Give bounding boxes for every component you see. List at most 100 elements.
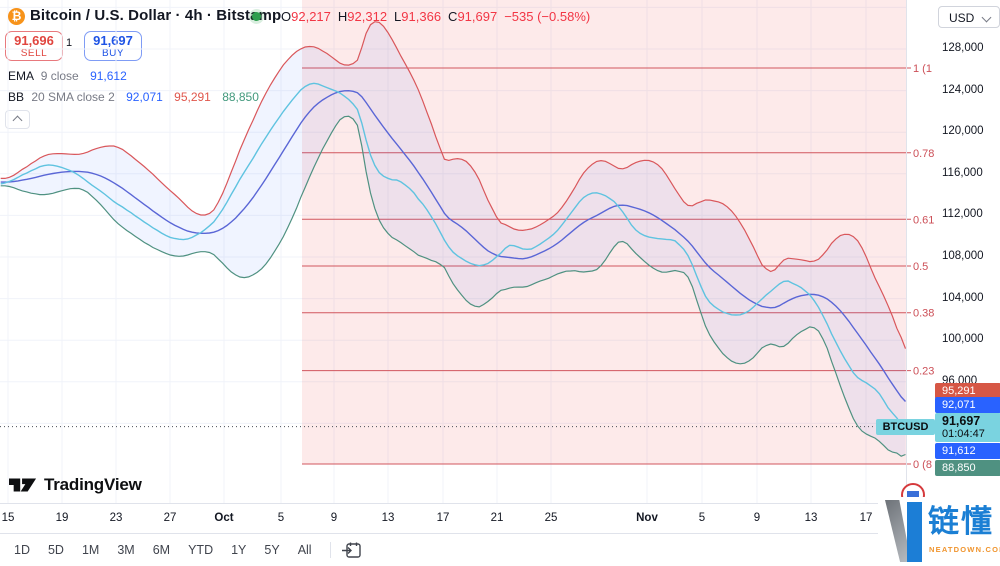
ema-params: 9 close [40, 69, 79, 83]
tradingview-glyph-icon [9, 478, 37, 492]
low-label: L [394, 9, 402, 24]
chart-header: ₿ Bitcoin / U.S. Dollar · 4h · Bitstamp … [0, 0, 1000, 30]
bb-lower-price-label: 88,850 [935, 460, 1000, 476]
ema-value: 91,612 [90, 69, 127, 83]
market-status-icon[interactable] [252, 12, 261, 21]
tradingview-wordmark: TradingView [44, 475, 142, 494]
price-tick: 100,000 [942, 333, 984, 346]
tradingview-logo[interactable]: TradingView [9, 474, 142, 496]
time-tick: 13 [804, 512, 818, 524]
ema-line [0, 82, 906, 426]
close-label: C [448, 9, 458, 24]
time-tick: 17 [859, 512, 873, 524]
bb-upper-value: 95,291 [174, 90, 211, 104]
range-button-1d[interactable]: 1D [6, 539, 38, 561]
time-tick: 13 [381, 512, 395, 524]
ema-price-label: 91,612 [935, 443, 1000, 459]
time-axis[interactable]: 15 19 23 27 Oct 5 9 13 17 21 25 Nov 5 9 13 17 [0, 503, 1000, 534]
time-tick: Nov [636, 512, 658, 524]
range-button-5d[interactable]: 5D [40, 539, 72, 561]
price-tick: 120,000 [942, 125, 984, 138]
time-tick: 5 [698, 512, 706, 524]
bb-upper-line [0, 21, 907, 349]
bb-band-fill [0, 21, 906, 457]
open-value: 92,217 [291, 9, 331, 24]
fib-levels: 1 (1 0.78 0.61 0.5 0.38 0.23 0 (8 [302, 63, 934, 471]
bb-upper-price-label: 95,291 [935, 383, 1000, 399]
ema-legend[interactable]: EMA 9 close 91,612 [8, 69, 127, 83]
bottom-toolbar: 1D 5D 1M 3M 6M YTD 1Y 5Y All [0, 533, 1000, 566]
sell-button[interactable]: 91,696 SELL [5, 31, 63, 61]
bb-basis-line [0, 89, 907, 402]
gridlines [0, 0, 906, 503]
price-tick: 104,000 [942, 291, 984, 304]
time-tick: 23 [109, 512, 123, 524]
sell-label: SELL [20, 48, 48, 59]
currency-label: USD [949, 11, 975, 25]
price-tick: 116,000 [942, 166, 983, 179]
time-tick: 17 [436, 512, 450, 524]
range-button-1y[interactable]: 1Y [223, 539, 254, 561]
fib-level-label: 0 (8 [913, 459, 932, 471]
high-value: 92,312 [347, 9, 388, 24]
fib-level-label: 0.61 [913, 214, 934, 226]
collapse-legend-button[interactable] [5, 110, 30, 129]
range-button-ytd[interactable]: YTD [180, 539, 221, 561]
watermark-logo-bar [907, 502, 922, 562]
symbol-price-tag: BTCUSD [876, 418, 935, 435]
bb-name: BB [8, 90, 25, 104]
fib-level-label: 0.23 [913, 366, 934, 378]
time-tick: 9 [753, 512, 761, 524]
price-tick: 124,000 [942, 83, 984, 96]
symbol-title[interactable]: Bitcoin / U.S. Dollar · 4h · Bitstamp [30, 7, 282, 24]
time-tick: 27 [163, 512, 177, 524]
range-button-1m[interactable]: 1M [74, 539, 107, 561]
ema-name: EMA [8, 69, 34, 83]
open-label: O [281, 9, 292, 24]
bitcoin-icon: ₿ [8, 8, 25, 25]
bb-basis-price-label: 92,071 [935, 397, 1000, 413]
bb-legend[interactable]: BB 20 SMA close 2 92,071 95,291 88,850 [8, 90, 259, 104]
time-tick: Oct [214, 512, 234, 524]
fib-level-label: 0.5 [913, 261, 928, 273]
buy-price: 91,697 [93, 33, 133, 48]
fib-level-label: 1 (1 [913, 63, 932, 75]
ohlc-readout: O92,217 H92,312 L91,366 C91,697 −535 (−0.58%… [281, 9, 590, 24]
time-tick: 25 [544, 512, 558, 524]
fib-level-label: 0.38 [913, 308, 934, 320]
low-value: 91,366 [401, 9, 442, 24]
price-tick: 108,000 [942, 250, 984, 262]
bb-lower-line [0, 115, 906, 457]
range-button-5y[interactable]: 5Y [256, 539, 287, 561]
time-tick: 19 [55, 512, 69, 524]
watermark: 链懂 NEATDOWN.COM [878, 497, 1000, 566]
bb-params: 20 SMA close 2 [31, 90, 115, 104]
sell-price: 91,696 [14, 33, 54, 48]
fib-level-label: 0.78 [913, 148, 934, 160]
price-chart[interactable]: 1 (1 0.78 0.61 0.5 0.38 0.23 0 (8 [0, 0, 1000, 503]
watermark-title: 链懂 [928, 504, 994, 539]
price-axis[interactable]: USD 128,000 124,000 120,000 116,000 112,000 1… [906, 0, 1000, 503]
time-tick: 9 [330, 512, 338, 524]
bb-lower-value: 88,850 [222, 90, 259, 104]
bb-basis-value: 92,071 [126, 90, 163, 104]
buy-label: BUY [101, 48, 125, 59]
close-value: 91,697 [457, 9, 498, 24]
fib-retracement-zone[interactable] [302, 0, 906, 464]
range-button-all[interactable]: All [290, 539, 320, 561]
last-price-value: 91,697 [942, 413, 981, 428]
price-tick: 128,000 [942, 42, 984, 54]
range-button-3m[interactable]: 3M [109, 539, 142, 561]
time-tick: 21 [490, 512, 504, 524]
go-to-date-button[interactable] [341, 539, 363, 561]
buy-button[interactable]: 91,697 BUY [84, 31, 142, 61]
date-range-buttons: 1D 5D 1M 3M 6M YTD 1Y 5Y All [6, 539, 363, 561]
time-tick: 15 [1, 512, 15, 524]
last-price-label: 91,697 01:04:47 [935, 412, 1000, 442]
time-tick: 5 [277, 512, 285, 524]
bar-countdown: 01:04:47 [942, 427, 985, 440]
spread-value: 1 [66, 37, 73, 49]
range-button-6m[interactable]: 6M [145, 539, 178, 561]
high-label: H [337, 9, 348, 24]
